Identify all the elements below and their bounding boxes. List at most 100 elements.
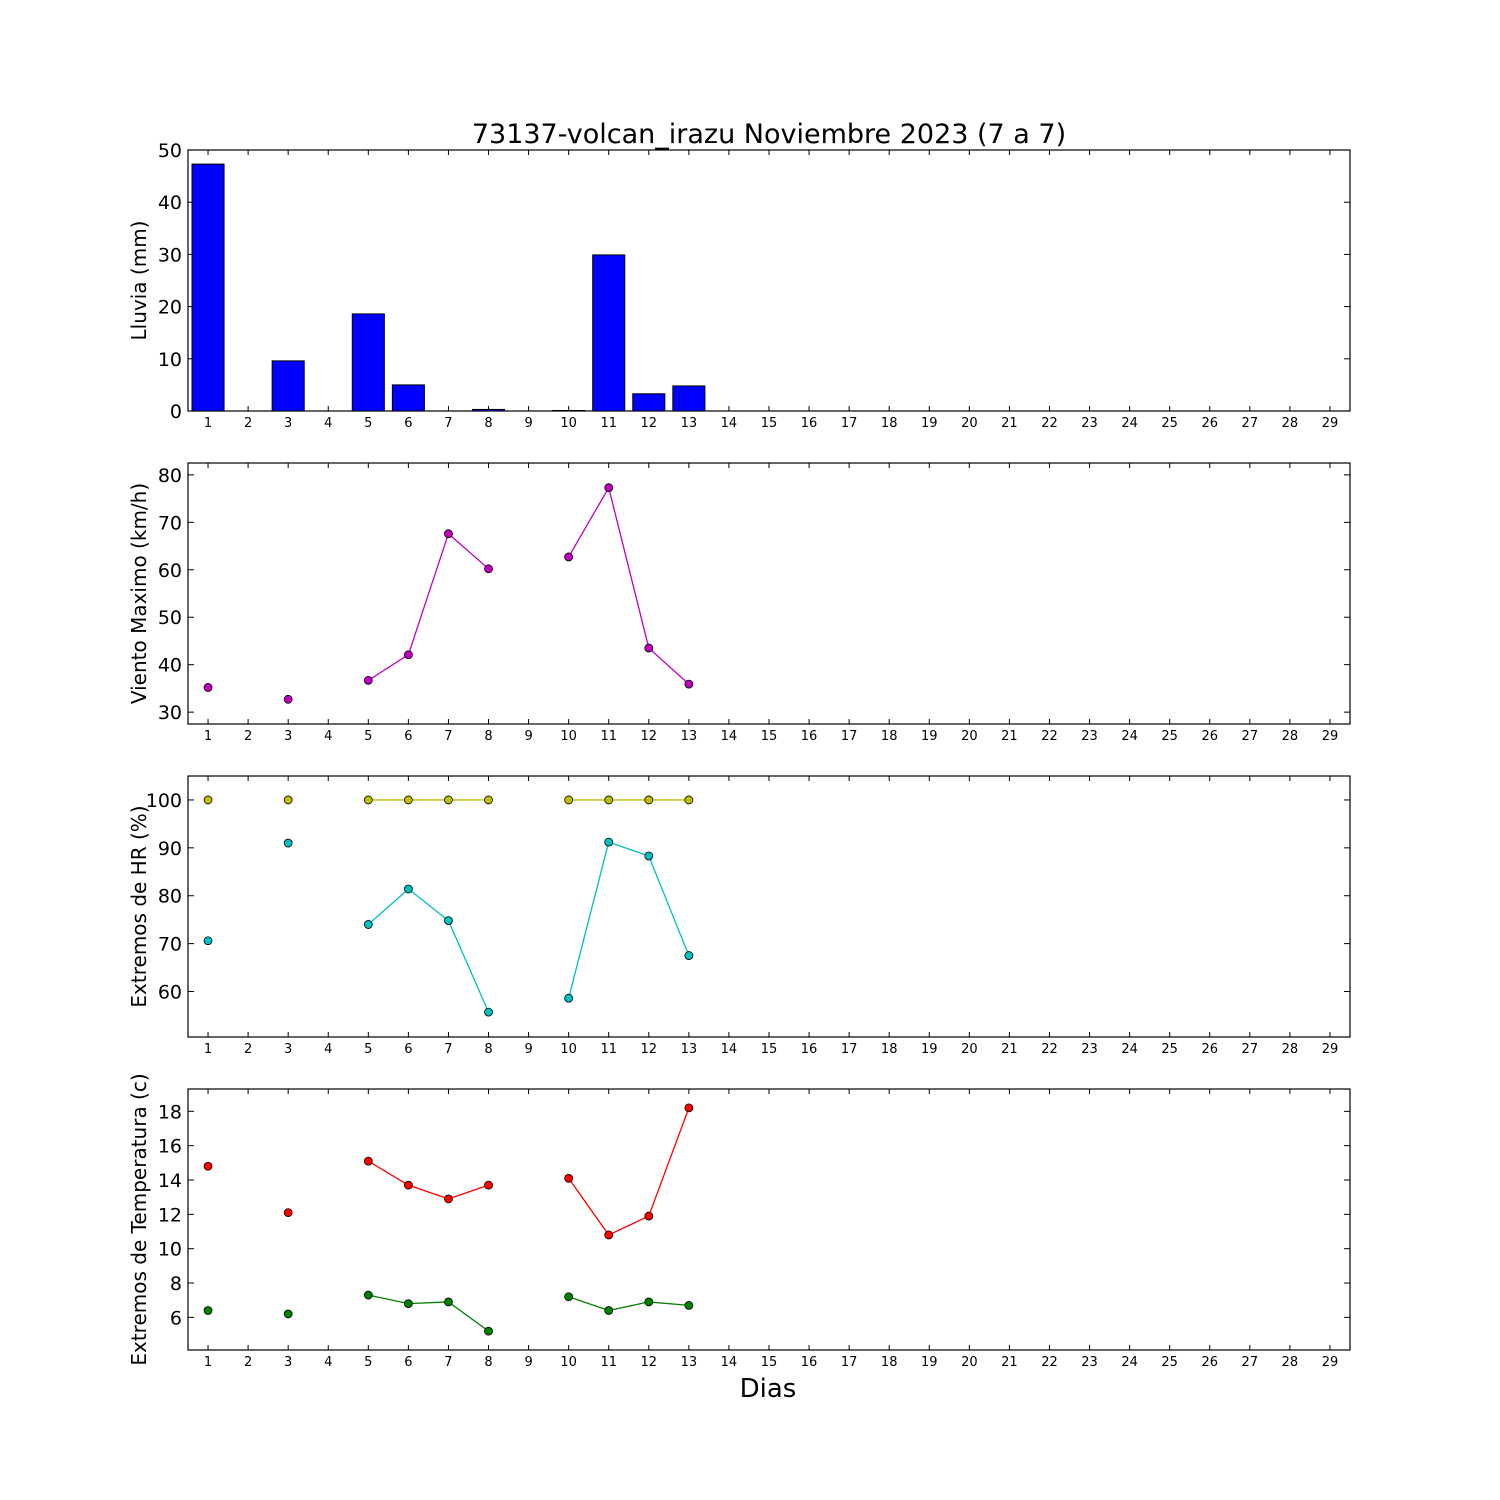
point-day-6 bbox=[403, 650, 413, 660]
y-tick-label: 60 bbox=[158, 560, 182, 582]
y-tick-label: 100 bbox=[146, 790, 182, 812]
y-tick-label: 0 bbox=[170, 401, 182, 423]
x-tick-label: 6 bbox=[404, 1042, 412, 1057]
x-tick-label: 12 bbox=[641, 416, 658, 431]
x-tick-label: 3 bbox=[284, 729, 292, 744]
x-tick-label: 25 bbox=[1161, 1355, 1178, 1370]
point-day-11 bbox=[604, 483, 614, 493]
bar-day-6 bbox=[391, 384, 425, 412]
y-tick-label: 80 bbox=[158, 465, 182, 487]
x-tick-label: 2 bbox=[244, 1042, 252, 1057]
series-line-segment bbox=[367, 654, 409, 681]
y-tick-label: 70 bbox=[158, 934, 182, 956]
series-line-segment bbox=[447, 920, 490, 1013]
x-tick-label: 26 bbox=[1201, 416, 1218, 431]
point-day-10 bbox=[564, 795, 574, 805]
point-day-7 bbox=[444, 1194, 453, 1204]
y-tick-label: 90 bbox=[158, 838, 182, 860]
point-day-12 bbox=[644, 795, 654, 805]
x-tick-label: 22 bbox=[1041, 1355, 1058, 1370]
point-day-11 bbox=[604, 1230, 614, 1240]
point-day-10 bbox=[564, 552, 574, 562]
x-tick-label: 22 bbox=[1041, 729, 1058, 744]
x-tick-label: 9 bbox=[524, 1355, 532, 1370]
point-day-1 bbox=[203, 936, 213, 946]
x-tick-label: 29 bbox=[1322, 416, 1339, 431]
y-tick-label: 30 bbox=[158, 244, 182, 266]
x-tick-label: 26 bbox=[1201, 1355, 1218, 1370]
series-line-segment bbox=[448, 1301, 489, 1332]
x-tick-label: 19 bbox=[921, 1042, 938, 1057]
x-tick-label: 5 bbox=[364, 1355, 372, 1370]
x-tick-label: 20 bbox=[961, 1042, 978, 1057]
x-tick-label: 27 bbox=[1242, 729, 1259, 744]
x-tick-label: 13 bbox=[681, 729, 698, 744]
x-tick-label: 24 bbox=[1121, 416, 1138, 431]
x-tick-label: 21 bbox=[1001, 1355, 1018, 1370]
x-tick-label: 28 bbox=[1282, 729, 1299, 744]
x-tick-label: 14 bbox=[721, 1042, 738, 1057]
series-line-segment bbox=[568, 841, 610, 999]
x-tick-label: 7 bbox=[444, 1355, 452, 1370]
point-day-7 bbox=[444, 916, 453, 926]
series-line-segment bbox=[648, 855, 690, 956]
point-day-1 bbox=[203, 683, 213, 692]
panels: 1 2 3 4 5 6 7 8 9 10 11 12 13 14 15 16 17 18 19 20 21 22 23 24 2… bbox=[127, 140, 1351, 1370]
x-tick-label: 20 bbox=[961, 416, 978, 431]
x-tick-label: 15 bbox=[761, 1042, 778, 1057]
point-day-3 bbox=[283, 1309, 293, 1319]
y-tick-label: 40 bbox=[158, 655, 182, 677]
x-tick-label: 17 bbox=[841, 1042, 858, 1057]
y-tick-label: 10 bbox=[158, 1239, 182, 1261]
x-tick-label: 24 bbox=[1121, 1042, 1138, 1057]
y-axis-label: Extremos de Temperatura (c) bbox=[127, 1073, 151, 1365]
x-tick-label: 16 bbox=[801, 1042, 818, 1057]
series-2 bbox=[203, 837, 694, 1017]
point-day-10 bbox=[564, 1292, 574, 1302]
x-tick-label: 6 bbox=[404, 1355, 412, 1370]
x-tick-label: 17 bbox=[841, 729, 858, 744]
x-tick-label: 25 bbox=[1161, 729, 1178, 744]
x-tick-label: 15 bbox=[761, 416, 778, 431]
series-line-segment bbox=[448, 1184, 489, 1200]
point-day-13 bbox=[684, 951, 694, 960]
x-tick-label: 28 bbox=[1282, 416, 1299, 431]
bar-day-5 bbox=[351, 313, 385, 412]
y-tick-label: 14 bbox=[158, 1170, 182, 1192]
y-tick-label: 70 bbox=[158, 512, 182, 534]
x-tick-label: 20 bbox=[961, 729, 978, 744]
x-tick-label: 3 bbox=[284, 416, 292, 431]
y-tick-label: 8 bbox=[170, 1273, 182, 1295]
point-day-8 bbox=[484, 1007, 493, 1017]
x-tick-label: 22 bbox=[1041, 1042, 1058, 1057]
x-tick-label: 2 bbox=[244, 729, 252, 744]
point-day-12 bbox=[644, 1297, 654, 1307]
x-tick-label: 12 bbox=[641, 1355, 658, 1370]
bar-day-10 bbox=[552, 409, 586, 412]
y-tick-label: 16 bbox=[158, 1136, 182, 1158]
point-day-5 bbox=[363, 1156, 373, 1166]
x-tick-label: 25 bbox=[1161, 1042, 1178, 1057]
point-day-13 bbox=[684, 1300, 694, 1310]
x-tick-label: 6 bbox=[404, 416, 412, 431]
point-day-7 bbox=[444, 1297, 453, 1307]
x-tick-label: 9 bbox=[524, 416, 532, 431]
point-day-13 bbox=[684, 1103, 694, 1113]
y-tick-label: 12 bbox=[158, 1204, 182, 1226]
point-day-3 bbox=[283, 838, 293, 848]
point-day-13 bbox=[684, 679, 694, 689]
series-line-segment bbox=[568, 487, 610, 558]
x-tick-label: 23 bbox=[1081, 729, 1098, 744]
x-tick-label: 14 bbox=[721, 416, 738, 431]
x-tick-label: 10 bbox=[560, 1355, 577, 1370]
series-line-segment bbox=[408, 1184, 449, 1200]
x-tick-label: 4 bbox=[324, 1042, 332, 1057]
x-tick-label: 22 bbox=[1041, 416, 1058, 431]
point-day-3 bbox=[283, 694, 293, 704]
x-tick-label: 19 bbox=[921, 416, 938, 431]
x-tick-label: 1 bbox=[204, 416, 212, 431]
x-tick-label: 5 bbox=[364, 729, 372, 744]
x-tick-label: 13 bbox=[681, 1355, 698, 1370]
series-1 bbox=[203, 483, 694, 704]
